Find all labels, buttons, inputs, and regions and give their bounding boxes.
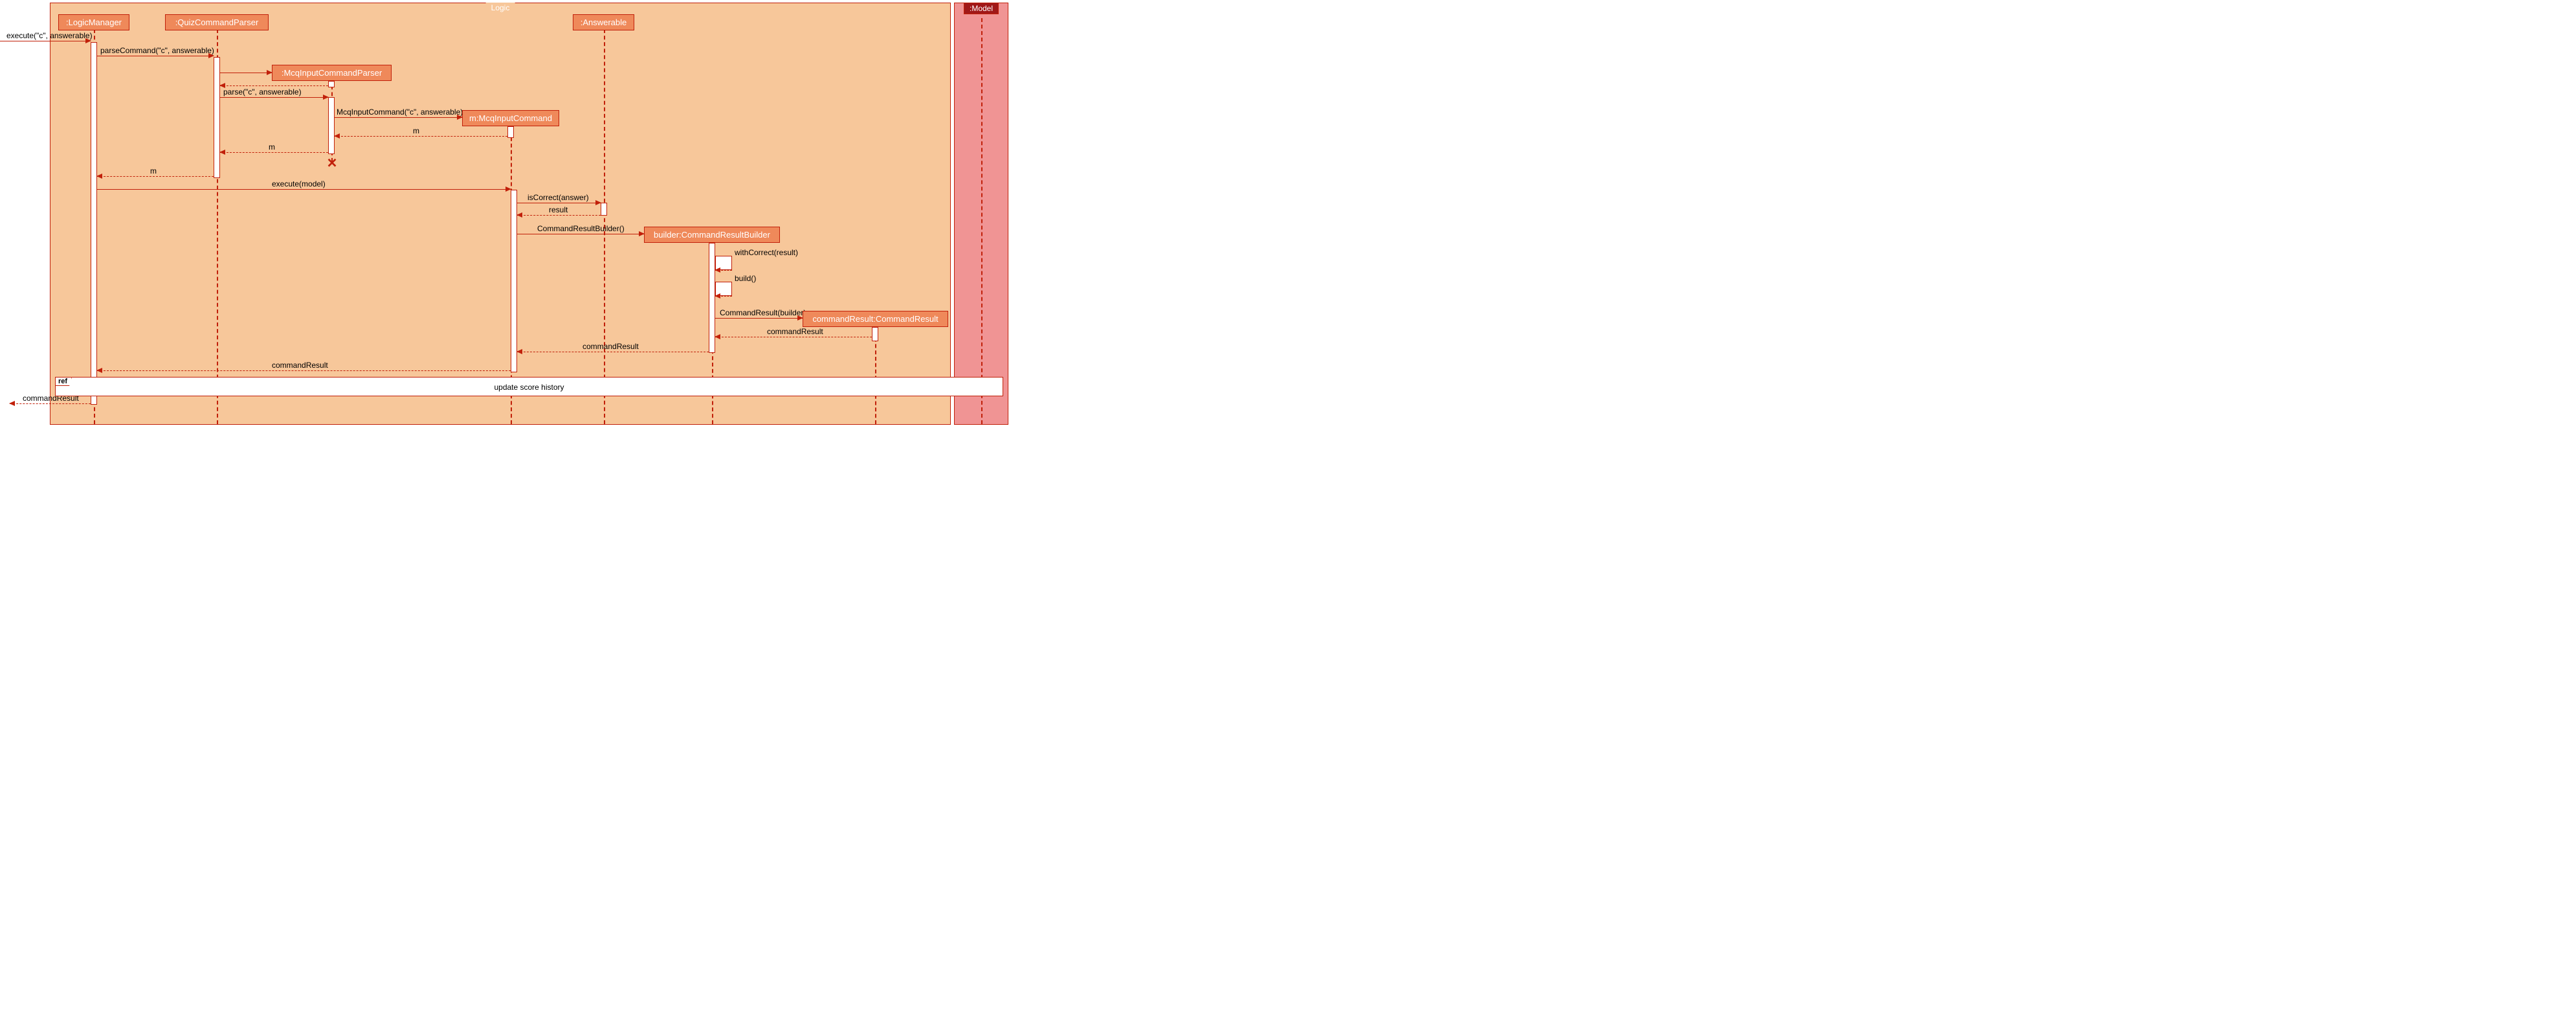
ref-fragment: ref update score history	[55, 377, 1003, 396]
message-label: execute(model)	[272, 179, 326, 188]
participant-mcqcmd: m:McqInputCommand	[462, 110, 559, 126]
message-label: build()	[735, 274, 756, 283]
message-label: m	[413, 126, 419, 135]
activation	[91, 42, 97, 405]
arrow	[715, 318, 803, 319]
message-label: withCorrect(result)	[735, 248, 798, 257]
activation	[214, 57, 220, 178]
activation	[872, 327, 878, 341]
destroy-icon: ✕	[327, 155, 338, 172]
message-label: CommandResult(builder)	[720, 308, 806, 317]
activation	[328, 81, 335, 87]
participant-quizparser: :QuizCommandParser	[165, 14, 269, 30]
arrow	[220, 85, 328, 86]
activation	[601, 203, 607, 216]
message-label: m	[150, 166, 157, 175]
activation	[507, 126, 514, 138]
activation	[328, 97, 335, 154]
message-label: isCorrect(answer)	[527, 193, 589, 202]
arrow	[220, 152, 328, 153]
arrow	[517, 215, 601, 216]
participant-cmdresult: commandResult:CommandResult	[803, 311, 948, 327]
participant-answerable: :Answerable	[573, 14, 634, 30]
arrow	[10, 403, 91, 404]
message-label: m	[269, 142, 275, 152]
model-frame-label: :Model	[964, 3, 999, 14]
ref-label: ref	[55, 377, 72, 386]
arrow	[335, 136, 507, 137]
message-label: parse("c", answerable)	[223, 87, 302, 96]
arrow	[97, 189, 511, 190]
arrow	[715, 270, 732, 271]
participant-logicmanager: :LogicManager	[58, 14, 129, 30]
lifeline-model	[981, 18, 983, 424]
participant-mcqparser: :McqInputCommandParser	[272, 65, 392, 81]
participant-builder: builder:CommandResultBuilder	[644, 227, 780, 243]
arrow	[335, 117, 462, 118]
logic-frame: Logic	[50, 3, 951, 425]
arrow	[220, 97, 328, 98]
logic-frame-label: Logic	[486, 3, 515, 13]
arrow	[97, 370, 511, 371]
arrow	[715, 296, 732, 297]
message-label: parseCommand("c", answerable)	[100, 46, 214, 55]
message-label: CommandResultBuilder()	[537, 224, 625, 233]
arrow	[97, 176, 214, 177]
message-label: commandResult	[583, 342, 639, 351]
message-label: result	[549, 205, 568, 214]
sequence-diagram: Logic :Model :LogicManager :QuizCommandP…	[0, 0, 1010, 427]
message-label: commandResult	[767, 327, 823, 336]
message-label: commandResult	[272, 361, 328, 370]
ref-text: update score history	[494, 383, 564, 392]
message-label: execute("c", answerable)	[6, 31, 93, 40]
message-label: McqInputCommand("c", answerable)	[337, 107, 463, 117]
